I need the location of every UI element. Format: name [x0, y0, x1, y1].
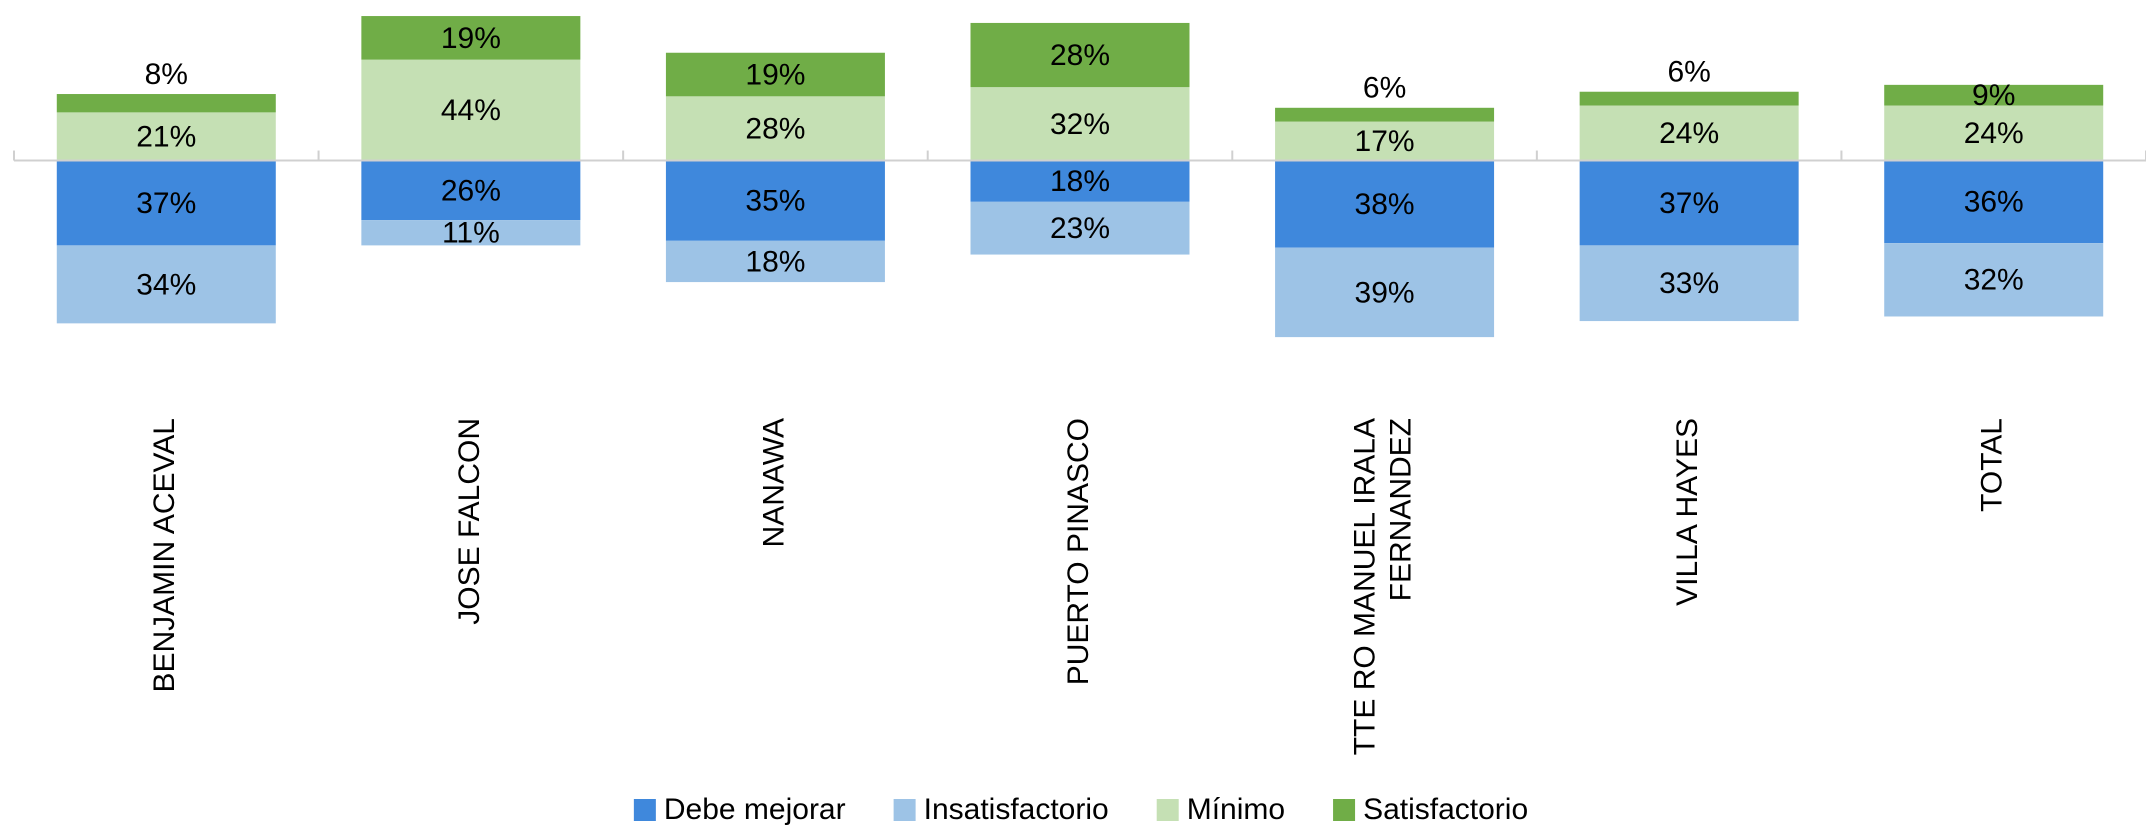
- category-label-group: TTE RO MANUEL IRALA FERNANDEZ: [1348, 418, 1417, 755]
- data-label: 24%: [1659, 117, 1719, 150]
- legend-label: Debe mejorar: [664, 793, 846, 826]
- bar-segment: [361, 16, 581, 60]
- data-label: 28%: [1050, 39, 1110, 72]
- bar-segment: [1275, 121, 1495, 161]
- data-label: 19%: [441, 22, 501, 55]
- data-label: 26%: [441, 174, 501, 207]
- bar-segment: [56, 245, 276, 324]
- legend-label: Satisfactorio: [1363, 793, 1528, 826]
- data-label: 23%: [1050, 212, 1110, 245]
- bar-segment: [665, 160, 885, 241]
- bar-segment: [970, 201, 1190, 255]
- data-label: 32%: [1050, 108, 1110, 141]
- legend-swatch: [1156, 799, 1179, 821]
- legend-swatch: [1333, 799, 1356, 821]
- legend-label: Mínimo: [1187, 793, 1285, 826]
- category-label-group: BENJAMIN ACEVAL: [148, 418, 181, 693]
- bar-segment: [1275, 247, 1495, 338]
- bar-segment: [1884, 105, 2104, 161]
- data-label: 9%: [1972, 79, 2015, 112]
- bar-segment: [1884, 84, 2104, 106]
- data-label: 24%: [1964, 117, 2024, 150]
- data-label: 11%: [442, 217, 500, 250]
- data-label: 6%: [1363, 72, 1406, 105]
- bar-segment: [361, 160, 581, 221]
- bar-segment: [56, 94, 276, 113]
- category-label-group: PUERTO PINASCO: [1062, 418, 1095, 685]
- category-label-group: NANAWA: [757, 418, 790, 547]
- bar-segment: [970, 22, 1190, 88]
- legend: Debe mejorar Insatisfactorio Mínimo Satisfa…: [633, 793, 1528, 826]
- category-label-group: VILLA HAYES: [1671, 418, 1704, 606]
- bar-segment: [1884, 243, 2104, 317]
- data-label: 8%: [145, 58, 188, 91]
- bar-segment: [1579, 91, 1799, 106]
- legend-swatch: [633, 799, 656, 821]
- bar-segment: [665, 240, 885, 283]
- bar-segment: [665, 52, 885, 97]
- bar-segment: [361, 220, 581, 246]
- data-label: 35%: [745, 185, 805, 218]
- bar-segment: [970, 160, 1190, 202]
- bar-segment: [665, 96, 885, 161]
- data-label: 18%: [745, 245, 805, 278]
- x-tick-label: TTE RO MANUEL IRALA FERNANDEZ: [1348, 418, 1417, 755]
- bar-segment: [1275, 160, 1495, 248]
- bar-segment: [1579, 160, 1799, 246]
- data-label: 37%: [136, 187, 196, 220]
- bar-segment: [56, 160, 276, 246]
- data-label: 36%: [1964, 186, 2024, 219]
- data-label: 17%: [1355, 125, 1415, 158]
- x-tick-label: PUERTO PINASCO: [1062, 418, 1095, 685]
- bar-segment: [1884, 160, 2104, 244]
- legend-swatch: [893, 799, 916, 821]
- data-label: 44%: [441, 94, 501, 127]
- x-tick-label: NANAWA: [757, 418, 790, 547]
- bar-segment: [56, 112, 276, 161]
- data-label: 38%: [1355, 188, 1415, 221]
- data-label: 18%: [1050, 165, 1110, 198]
- category-label-group: TOTAL: [1976, 418, 2009, 512]
- bar-segment: [1579, 245, 1799, 322]
- data-label: 33%: [1659, 267, 1719, 300]
- data-label: 28%: [745, 112, 805, 145]
- bar-segment: [1579, 105, 1799, 161]
- legend-label: Insatisfactorio: [924, 793, 1109, 826]
- x-tick-label: VILLA HAYES: [1671, 418, 1704, 606]
- data-label: 21%: [136, 120, 196, 153]
- bar-segment: [970, 87, 1190, 161]
- data-label: 6%: [1667, 56, 1710, 89]
- data-label: 34%: [136, 268, 196, 301]
- data-label: 19%: [745, 58, 805, 91]
- bar-segment: [1275, 107, 1495, 122]
- bar-segment: [361, 59, 581, 161]
- data-label: 32%: [1964, 264, 2024, 297]
- x-tick-label: JOSE FALCON: [453, 418, 486, 625]
- data-label: 37%: [1659, 187, 1719, 220]
- x-tick-label: TOTAL: [1976, 418, 2009, 512]
- x-tick-label: BENJAMIN ACEVAL: [148, 418, 181, 693]
- data-label: 39%: [1355, 276, 1415, 309]
- category-label-group: JOSE FALCON: [453, 418, 486, 625]
